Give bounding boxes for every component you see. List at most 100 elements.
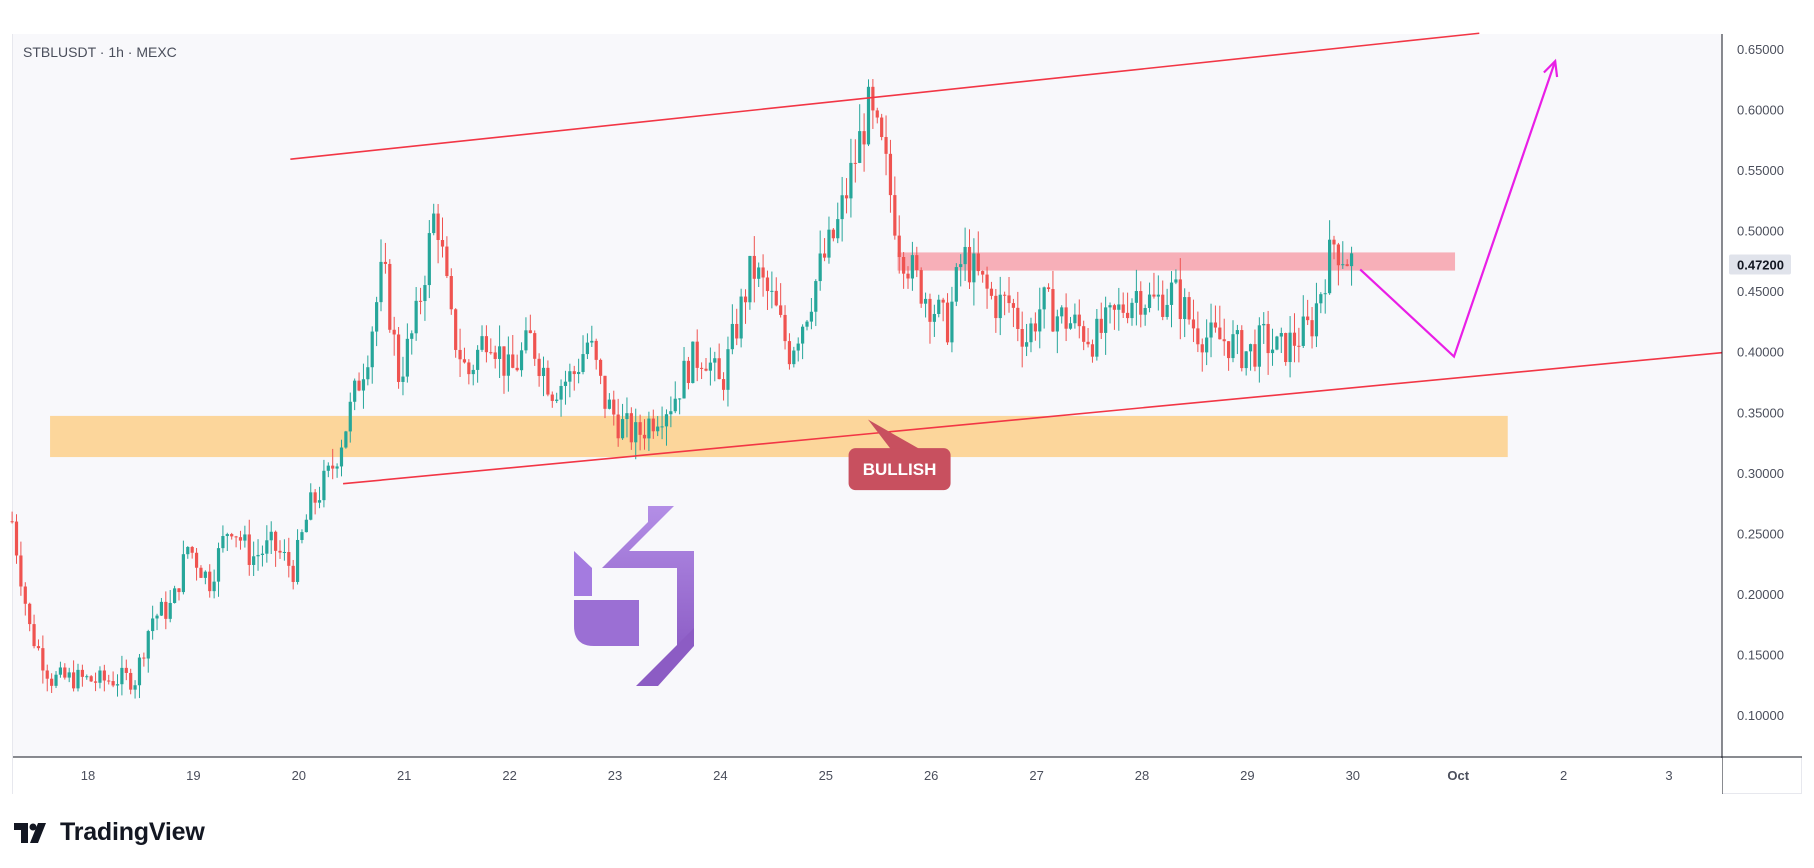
candle-body (880, 117, 884, 138)
candle (80, 664, 84, 687)
bullish-pointer (867, 419, 922, 451)
candle (941, 297, 945, 322)
candle (458, 328, 462, 377)
candle (317, 486, 322, 509)
candle (41, 635, 45, 684)
candle (146, 629, 150, 673)
candle-body (476, 349, 480, 370)
candle-body (155, 615, 159, 619)
candle (243, 525, 247, 548)
candle (656, 416, 660, 437)
candle (1191, 299, 1196, 343)
candle (480, 325, 484, 352)
candle (827, 216, 831, 264)
candle (1323, 279, 1327, 314)
candle-body (1248, 344, 1253, 352)
candle-body (278, 550, 282, 553)
candle (432, 203, 436, 236)
candle (1328, 220, 1332, 295)
candle-body (471, 369, 475, 375)
candle-body (1090, 344, 1095, 357)
candle (994, 288, 998, 333)
candle (770, 271, 774, 309)
candle (1095, 309, 1099, 361)
candle-body (190, 546, 194, 553)
candle-body (770, 290, 774, 292)
candle (730, 304, 734, 355)
candle (1104, 296, 1108, 355)
candle-body (985, 274, 989, 289)
candle (1231, 320, 1235, 363)
candle-body (550, 394, 554, 401)
candle (704, 357, 708, 372)
candle-body (607, 399, 611, 409)
y-tick-label: 0.65000 (1737, 42, 1784, 57)
candle-body (41, 648, 45, 671)
candle (598, 358, 603, 385)
candle-body (1279, 333, 1283, 337)
candle (910, 241, 915, 291)
candle-body (124, 667, 128, 673)
tradingview-name: TradingView (60, 818, 205, 846)
candle (511, 335, 515, 369)
candle-body (181, 554, 185, 593)
time-axis[interactable] (13, 758, 1722, 794)
candle-body (1042, 287, 1046, 310)
candle-body (695, 341, 699, 368)
candle (515, 354, 519, 372)
candle (950, 286, 954, 353)
candle (497, 325, 502, 379)
candle-body (388, 263, 392, 330)
candle-body (647, 418, 651, 439)
tradingview-watermark[interactable]: TradingView (14, 818, 205, 847)
candle-body (1349, 253, 1354, 267)
candle (304, 514, 308, 533)
candle-body (14, 521, 19, 556)
candle-body (212, 581, 216, 592)
candle (401, 356, 405, 396)
candle-body (1038, 309, 1042, 332)
candle-body (177, 588, 181, 593)
candle-body (1156, 294, 1160, 297)
candle-body (203, 571, 207, 578)
candle-body (1341, 264, 1345, 266)
candle-body (945, 302, 950, 343)
candle-body (717, 358, 721, 380)
candle-body (515, 367, 519, 371)
candle-body (1244, 351, 1248, 369)
candle (1152, 272, 1156, 299)
price-scale[interactable] (1722, 34, 1802, 757)
candle-body (67, 672, 71, 678)
candle-body (1178, 279, 1182, 320)
candle-body (1112, 305, 1117, 310)
candle (506, 336, 510, 392)
candle-body (221, 536, 225, 549)
candle (660, 406, 664, 440)
candle-body (1130, 302, 1134, 319)
candle (884, 115, 888, 176)
candle (919, 267, 923, 308)
candle-body (1117, 304, 1121, 310)
bullish-label-box[interactable] (848, 448, 951, 491)
y-tick-label: 0.50000 (1737, 224, 1784, 239)
channel-lower-line[interactable] (342, 350, 1733, 485)
channel-upper-line[interactable] (290, 32, 1480, 160)
candle (370, 326, 374, 384)
candle-body (401, 376, 405, 382)
projection-arrow[interactable] (1359, 60, 1557, 359)
candle (1275, 335, 1279, 351)
candle-body (445, 246, 449, 277)
candle (937, 294, 941, 318)
candle-body (54, 674, 58, 686)
candle (590, 325, 594, 347)
candle-body (1328, 239, 1332, 294)
candle-body (1196, 328, 1200, 345)
candle-body (1108, 305, 1112, 308)
candle-body (76, 669, 80, 689)
candle (1077, 299, 1081, 339)
candle-body (651, 418, 655, 432)
candle (1319, 292, 1323, 314)
candle (129, 668, 133, 695)
candle-body (691, 341, 695, 384)
